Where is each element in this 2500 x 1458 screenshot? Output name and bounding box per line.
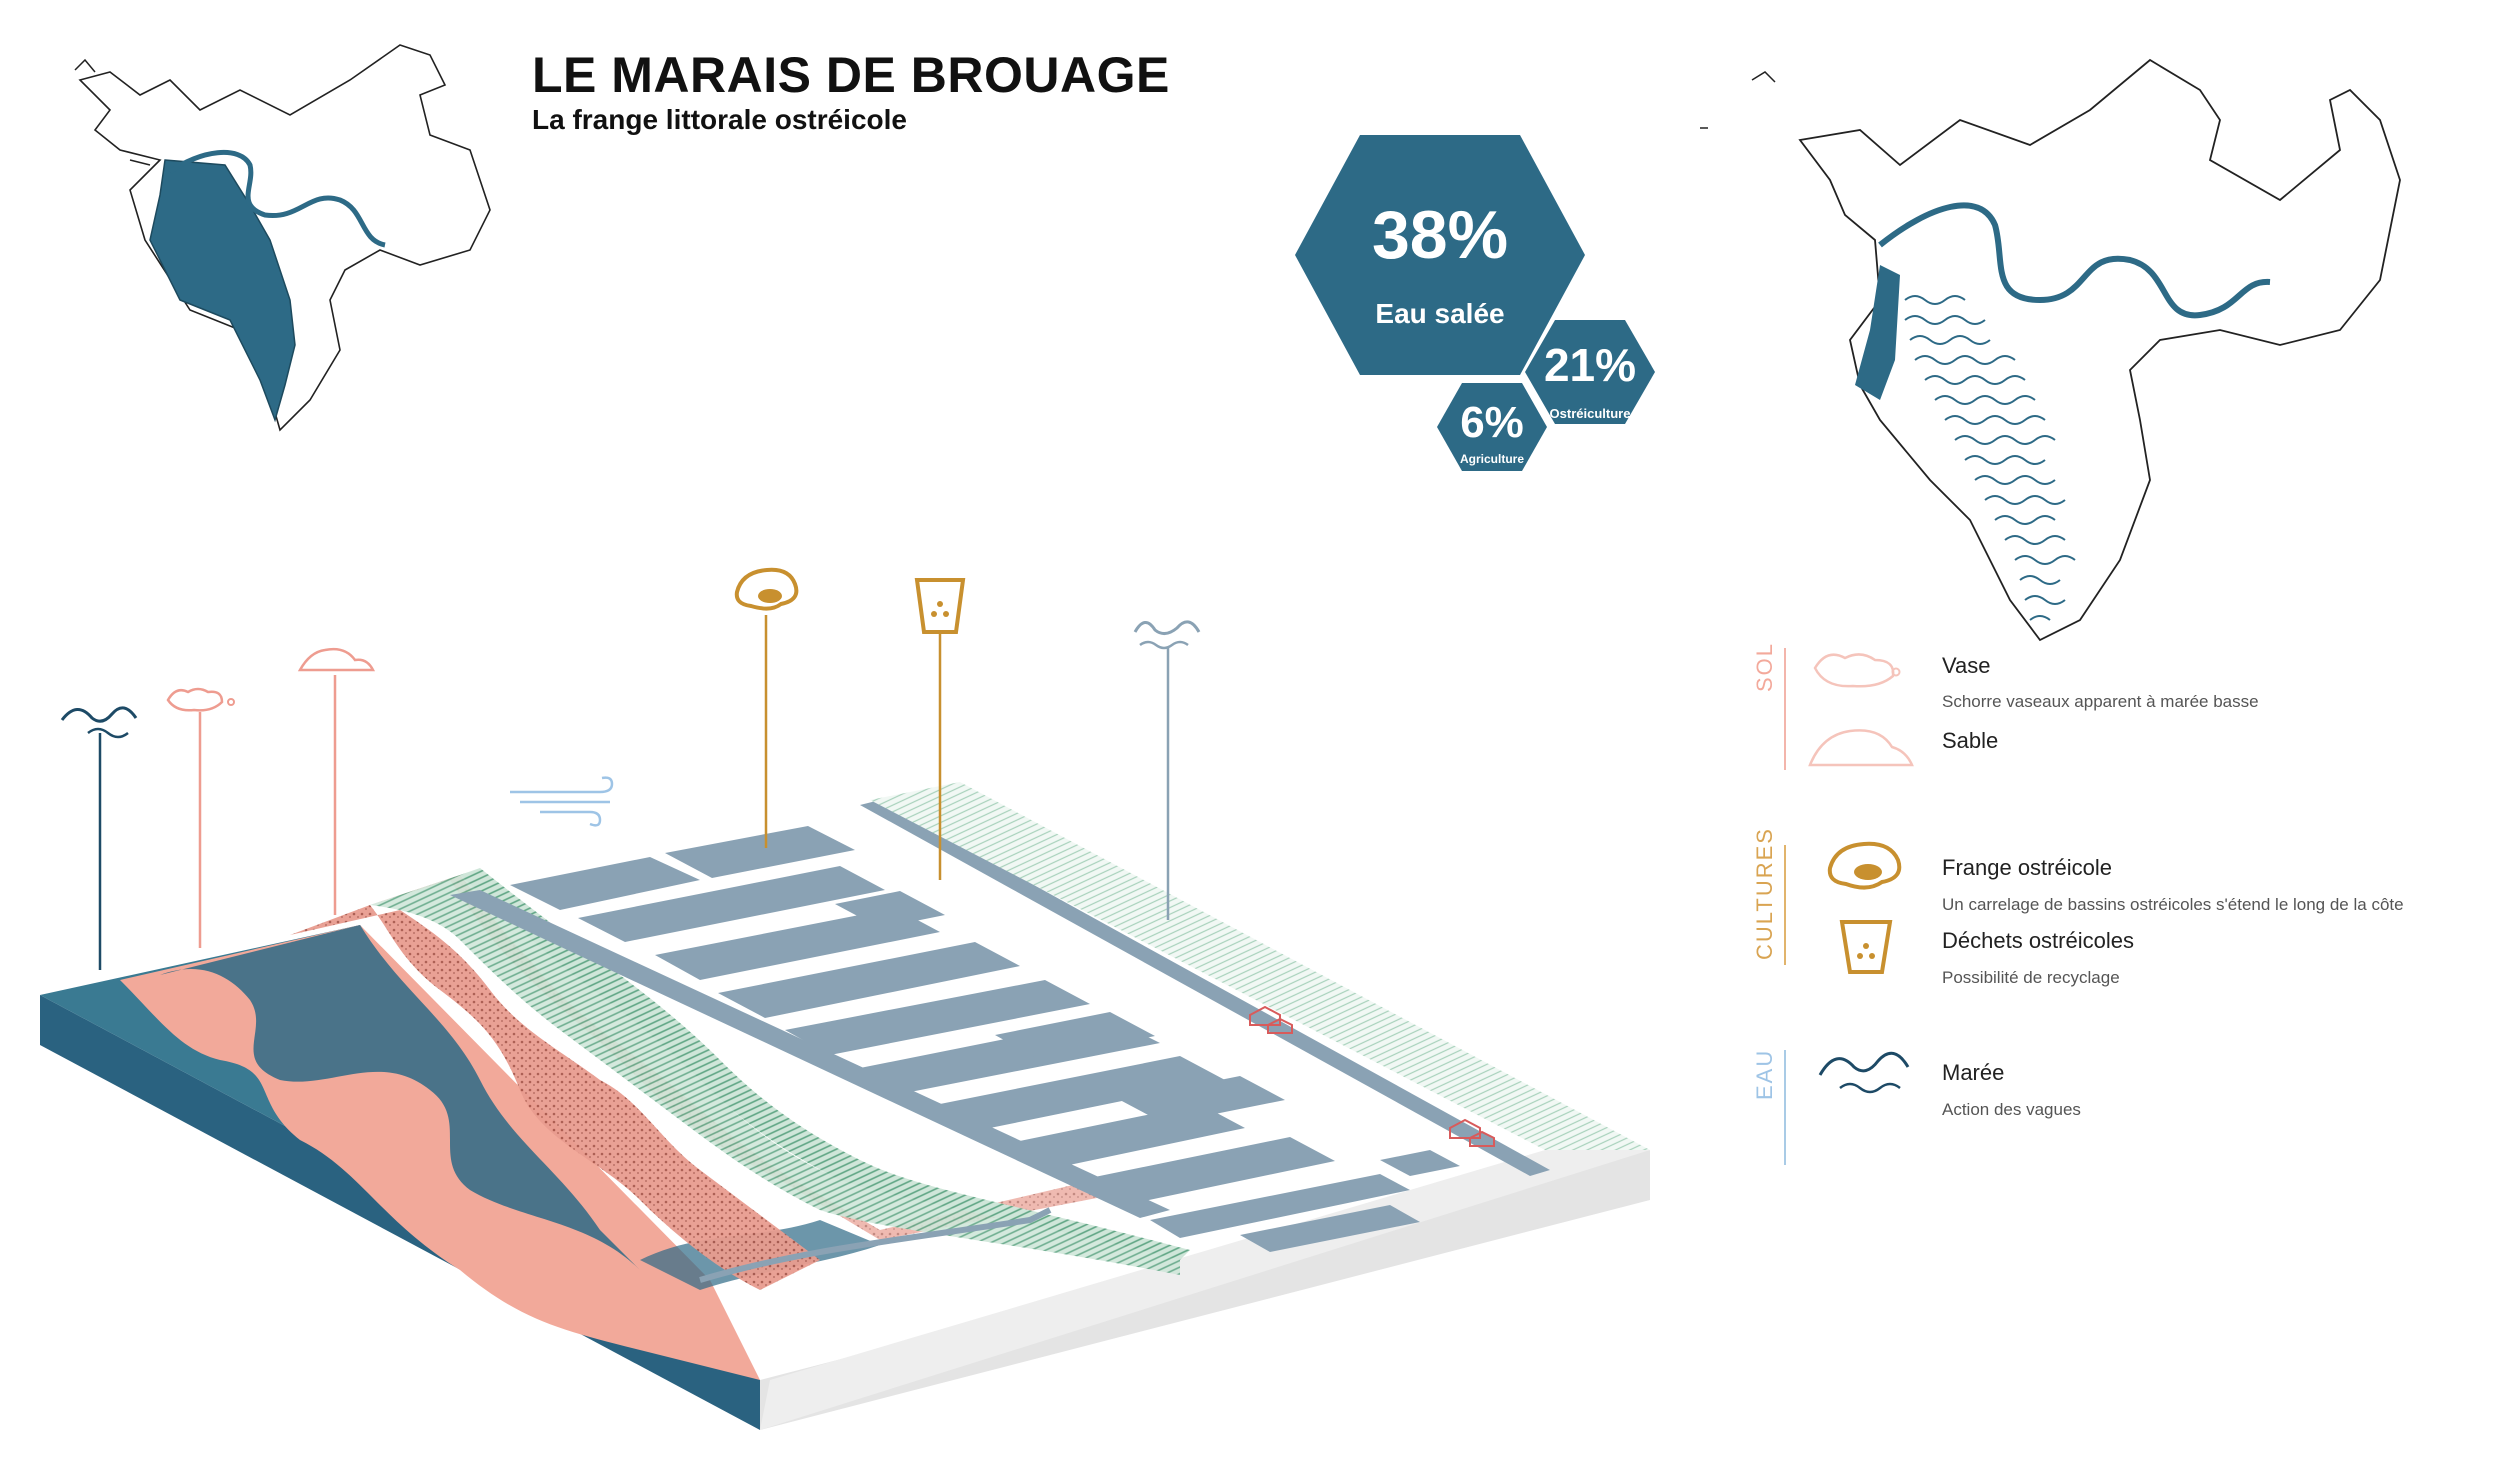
marker-wind [510,776,614,827]
legend-title-maree: Marée [1942,1060,2005,1085]
legend-desc-dechets: Possibilité de recyclage [1942,968,2120,987]
tide-icon [1818,1051,1910,1076]
location-map-left [74,44,491,432]
page-title: LE MARAIS DE BROUAGE [532,47,1170,103]
legend-desc-vase: Schorre vaseaux apparent à marée basse [1942,692,2259,711]
stat-value-ostreiculture: 21% [1543,339,1637,391]
marker-tide-right [1133,620,1201,920]
stat-hexagons [1295,135,1655,471]
marker-sable [297,647,376,915]
stat-label-ostreiculture: Ostréiculture [1549,406,1631,421]
stat-label-eau-salee: Eau salée [1375,298,1505,329]
location-map-right [1700,58,2401,642]
marker-tide-left [60,706,138,970]
legend-category-cultures: CULTURES [1752,827,1777,960]
legend-category-eau: EAU [1752,1048,1777,1100]
legend-title-dechets: Déchets ostréicoles [1942,928,2134,953]
sable-icon [1808,729,1914,767]
stat-label-agriculture: Agriculture [1459,452,1524,466]
marker-waste [914,578,966,880]
vase-icon [1813,653,1895,688]
legend-title-sable: Sable [1942,728,1999,753]
hex-agriculture [1437,383,1547,471]
hex-ostreiculture [1525,320,1655,424]
marker-oyster [734,567,799,848]
block-diagram [40,782,1650,1430]
page-subtitle: La frange littorale ostréicole [532,104,907,135]
stat-value-agriculture: 6% [1460,398,1524,447]
legend-graphics [1784,648,1914,1165]
hex-eau-salee [1295,135,1585,375]
stat-value-eau-salee: 38% [1371,197,1509,273]
waste-icon [1839,920,1893,974]
marker-vase [166,687,235,948]
legend-desc-maree: Action des vagues [1942,1100,2081,1119]
legend-title-vase: Vase [1942,653,1991,678]
legend-desc-frange: Un carrelage de bassins ostréicoles s'ét… [1942,895,2404,914]
legend-title-frange: Frange ostréicole [1942,855,2112,880]
oyster-icon [1827,841,1902,890]
legend-category-sol: SOL [1752,641,1777,692]
